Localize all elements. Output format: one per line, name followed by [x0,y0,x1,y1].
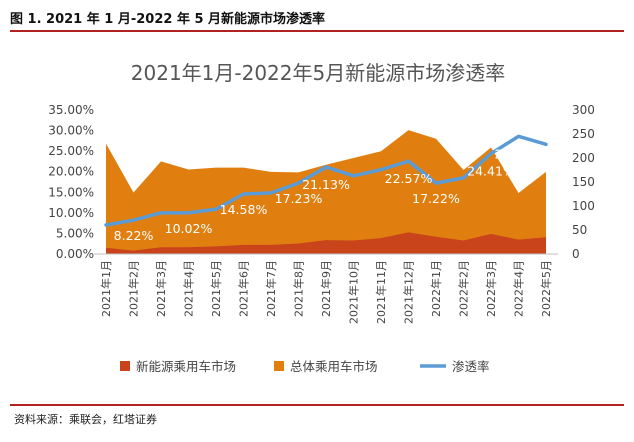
y-left-tick: 15.00% [48,185,94,199]
rate-data-label: 24.41% [467,164,515,179]
figure-header: 图 1. 2021 年 1 月-2022 年 5 月新能源市场渗透率 [10,4,624,32]
y-right-tick: 200 [572,151,595,165]
data-labels: 8.22% 10.02% 14.58% 17.23%21.13% 22.57% 17.22… [114,146,543,243]
y-right-tick: 150 [572,175,595,189]
rate-data-label: 10.02% [165,221,213,236]
legend-swatch [120,361,130,371]
y-right-tick: 250 [572,127,595,141]
y-left-tick: 5.00% [56,226,94,240]
x-tick-label: 2022年5月 [539,260,553,317]
y-right-tick: 300 [572,103,595,117]
x-tick-label: 2021年8月 [292,260,306,317]
x-tick-label: 2021年9月 [319,260,333,317]
source-note: 资料来源：乘联会，红塔证券 [14,413,157,426]
x-tick-label: 2021年10月 [347,260,361,324]
x-tick-label: 2021年5月 [209,260,223,317]
x-tick-label: 2021年11月 [374,260,388,324]
area-nev-market [106,232,546,254]
y-left-tick: 20.00% [48,165,94,179]
x-tick-label: 2021年3月 [154,260,168,317]
y-left-tick: 30.00% [48,124,94,138]
x-tick-label: 2022年4月 [512,260,526,317]
y-left-tick: 0.00% [56,247,94,261]
legend-label: 渗透率 [452,359,490,374]
x-tick-label: 2021年7月 [264,260,278,317]
rate-data-label: 28.60% [495,146,543,161]
x-tick-label: 2021年1月 [99,260,113,317]
y-axis-right: 0 50 100 150 200 250 300 [572,103,595,261]
x-tick-label: 2021年2月 [127,260,141,317]
rate-data-label: 17.23% [275,191,323,206]
legend: 新能源乘用车市场 总体乘用车市场 渗透率 [120,359,490,374]
y-right-tick: 0 [572,247,580,261]
y-right-tick: 100 [572,199,595,213]
rate-data-label: 8.22% [114,228,154,243]
y-left-tick: 25.00% [48,144,94,158]
y-left-tick: 10.00% [48,206,94,220]
rate-data-label: 21.13% [302,177,350,192]
rate-data-label: 17.22% [412,191,460,206]
x-tick-label: 2022年2月 [457,260,471,317]
x-tick-label: 2021年12月 [402,260,416,324]
y-axis-left: 0.00% 5.00% 10.00% 15.00% 20.00% 25.00% 30.00%… [48,103,94,261]
area-layer [106,130,546,254]
area-total-market [106,130,546,254]
figure-title: 图 1. 2021 年 1 月-2022 年 5 月新能源市场渗透率 [10,12,326,27]
rate-data-label: 22.57% [385,171,433,186]
footer-rule [10,404,624,406]
rate-line [104,134,548,227]
x-tick-label: 2021年4月 [182,260,196,317]
x-axis: 2021年1月 2021年2月 2021年3月 2021年4月 2021年5月 2021年… [94,253,558,324]
chart-title: 2021年1月-2022年5月新能源市场渗透率 [131,61,505,85]
rate-data-label: 14.58% [220,202,268,217]
y-right-tick: 50 [572,223,587,237]
x-tick-label: 2021年6月 [237,260,251,317]
legend-label: 新能源乘用车市场 [136,359,236,374]
y-left-tick: 35.00% [48,103,94,117]
legend-label: 总体乘用车市场 [290,359,378,374]
rate-line-layer [104,134,548,227]
x-tick-label: 2022年3月 [484,260,498,317]
legend-swatch [274,361,284,371]
x-tick-label: 2022年1月 [429,260,443,317]
